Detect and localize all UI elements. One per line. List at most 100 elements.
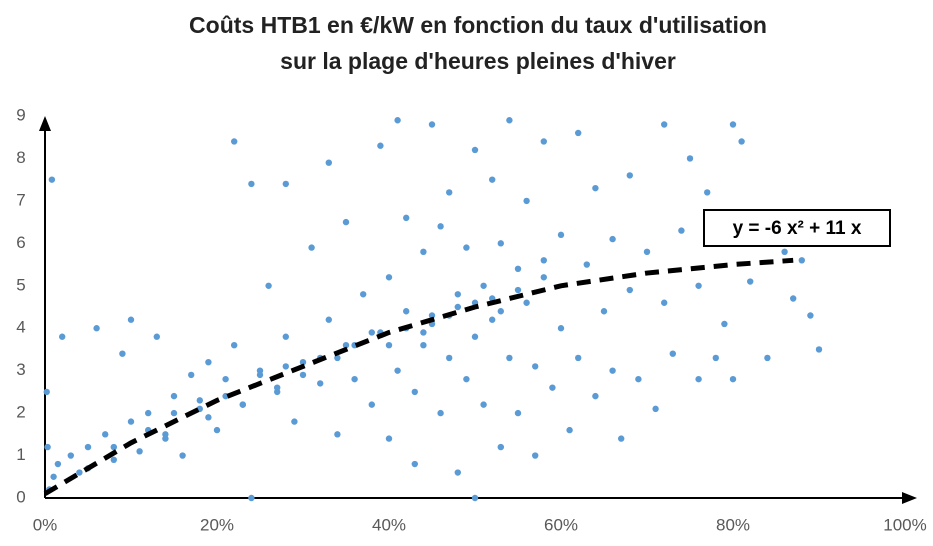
point: [514, 286, 522, 294]
point: [325, 159, 332, 166]
point: [67, 452, 75, 459]
point: [437, 409, 444, 417]
point: [583, 261, 590, 268]
point: [248, 180, 255, 188]
point: [609, 235, 616, 243]
point: [43, 388, 50, 396]
point: [145, 409, 152, 417]
point: [411, 460, 418, 468]
point: [102, 431, 109, 438]
point: [454, 291, 461, 298]
point: [540, 138, 547, 145]
point: [643, 248, 651, 256]
point: [557, 231, 565, 239]
point: [592, 392, 599, 400]
point: [274, 384, 281, 391]
point: [162, 435, 169, 442]
point: [686, 155, 694, 162]
chart-title: Coûts HTB1 en €/kW en fonction du taux d…: [189, 12, 767, 38]
y-tick-label: 2: [16, 403, 25, 422]
point: [299, 358, 307, 366]
point: [179, 452, 186, 459]
point: [119, 350, 126, 357]
trendline: [43, 257, 794, 496]
point: [471, 494, 479, 502]
point: [420, 329, 427, 336]
point: [454, 303, 461, 311]
point: [153, 333, 160, 340]
annotation: y = -6 x² + 11 x: [733, 218, 862, 239]
annotation-box: [703, 209, 891, 247]
point: [532, 363, 539, 370]
point: [385, 274, 393, 281]
y-tick-label: 5: [16, 275, 25, 294]
point: [592, 184, 599, 192]
point: [385, 435, 393, 442]
point: [540, 274, 547, 281]
point: [446, 354, 453, 362]
point: [205, 414, 212, 421]
point: [514, 265, 522, 272]
point: [626, 286, 633, 294]
point: [480, 401, 487, 408]
point: [394, 367, 401, 374]
point: [368, 329, 375, 336]
point: [231, 138, 238, 145]
point: [54, 460, 62, 468]
point: [127, 316, 135, 323]
y-tick-label: 9: [16, 105, 25, 124]
point: [334, 431, 341, 438]
point: [747, 278, 754, 285]
point: [790, 295, 797, 302]
point: [815, 346, 823, 353]
point: [213, 426, 221, 434]
x-tick-label: 60%: [544, 515, 578, 534]
point: [317, 380, 324, 387]
x-axis-arrow: [902, 492, 917, 504]
point: [127, 418, 135, 425]
point: [48, 176, 56, 183]
point: [652, 405, 659, 413]
axes: [39, 116, 917, 504]
point: [239, 401, 246, 408]
point: [205, 358, 212, 366]
point: [661, 121, 668, 128]
x-tick-label: 80%: [716, 515, 750, 534]
point: [514, 409, 522, 417]
point: [764, 354, 771, 362]
point: [721, 320, 728, 328]
point: [360, 291, 367, 298]
point: [454, 469, 461, 476]
point: [549, 384, 556, 391]
point: [299, 371, 307, 379]
point: [403, 308, 410, 315]
point: [325, 316, 332, 323]
point: [729, 375, 737, 383]
point: [170, 392, 178, 400]
point: [471, 146, 479, 154]
point: [50, 473, 57, 480]
y-tick-label: 0: [16, 487, 25, 506]
point: [497, 240, 504, 247]
point: [480, 282, 487, 289]
point: [59, 333, 66, 340]
point: [506, 354, 513, 362]
point: [781, 248, 788, 256]
point: [196, 397, 203, 404]
point: [411, 388, 418, 396]
point: [76, 469, 83, 476]
point: [635, 375, 642, 383]
point: [222, 375, 229, 383]
point: [463, 244, 470, 251]
point: [618, 435, 625, 442]
y-tick-label: 3: [16, 360, 25, 379]
point: [93, 325, 100, 332]
point: [463, 375, 470, 383]
y-tick-label: 1: [16, 445, 25, 464]
y-tick-label: 7: [16, 190, 25, 209]
x-tick-label: 20%: [200, 515, 234, 534]
point: [566, 426, 573, 434]
point: [170, 409, 178, 417]
point: [497, 308, 504, 315]
point: [798, 257, 805, 264]
